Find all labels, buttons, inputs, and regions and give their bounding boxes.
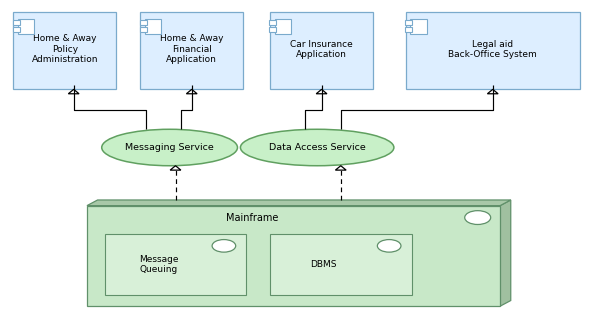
FancyBboxPatch shape [18, 19, 34, 34]
FancyBboxPatch shape [87, 206, 500, 306]
Circle shape [465, 211, 490, 224]
FancyBboxPatch shape [13, 12, 116, 89]
FancyBboxPatch shape [140, 12, 243, 89]
FancyBboxPatch shape [405, 27, 412, 32]
Text: DBMS: DBMS [311, 260, 337, 269]
FancyBboxPatch shape [406, 12, 580, 89]
Text: Messaging Service: Messaging Service [125, 143, 214, 152]
FancyBboxPatch shape [12, 27, 20, 32]
Text: Home & Away
Financial
Application: Home & Away Financial Application [160, 35, 224, 64]
Text: Mainframe: Mainframe [226, 213, 279, 223]
FancyBboxPatch shape [139, 27, 146, 32]
FancyBboxPatch shape [145, 19, 161, 34]
Polygon shape [500, 200, 511, 306]
Ellipse shape [240, 129, 394, 166]
FancyBboxPatch shape [275, 19, 291, 34]
FancyBboxPatch shape [269, 27, 276, 32]
Text: Message
Queuing: Message Queuing [139, 255, 178, 274]
Circle shape [377, 240, 401, 252]
FancyBboxPatch shape [270, 12, 373, 89]
Text: Home & Away
Policy
Administration: Home & Away Policy Administration [31, 35, 98, 64]
FancyBboxPatch shape [139, 20, 146, 25]
FancyBboxPatch shape [410, 19, 427, 34]
Text: Car Insurance
Application: Car Insurance Application [290, 40, 353, 59]
Polygon shape [87, 200, 511, 206]
FancyBboxPatch shape [270, 234, 412, 295]
Circle shape [212, 240, 235, 252]
Ellipse shape [102, 129, 237, 166]
FancyBboxPatch shape [12, 20, 20, 25]
Text: Data Access Service: Data Access Service [269, 143, 365, 152]
FancyBboxPatch shape [269, 20, 276, 25]
FancyBboxPatch shape [405, 20, 412, 25]
FancyBboxPatch shape [105, 234, 246, 295]
Text: Legal aid
Back-Office System: Legal aid Back-Office System [448, 40, 537, 59]
